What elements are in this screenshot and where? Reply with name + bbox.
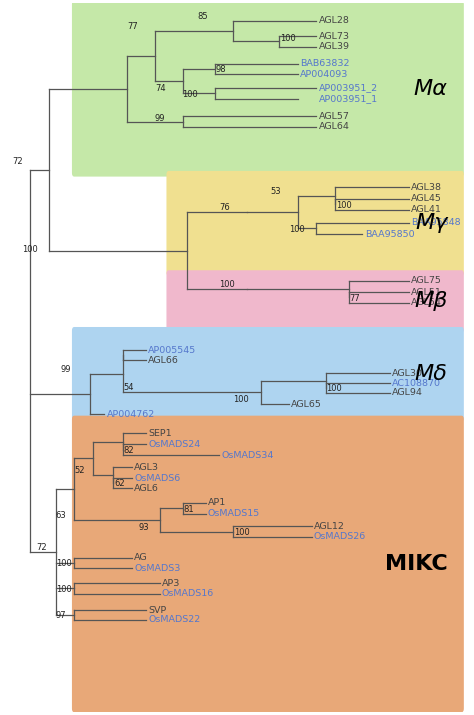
Text: AGL39: AGL39 bbox=[319, 42, 350, 51]
Text: AP005545: AP005545 bbox=[148, 346, 196, 355]
Text: AGL41: AGL41 bbox=[411, 205, 442, 214]
Text: 85: 85 bbox=[197, 11, 208, 21]
Text: 97: 97 bbox=[56, 611, 66, 620]
FancyBboxPatch shape bbox=[72, 415, 464, 712]
Text: BAB63832: BAB63832 bbox=[300, 59, 350, 69]
Text: OsMADS6: OsMADS6 bbox=[134, 473, 181, 483]
Text: AGL57: AGL57 bbox=[319, 112, 349, 121]
Text: 100: 100 bbox=[234, 528, 250, 537]
Text: AGL3: AGL3 bbox=[134, 463, 159, 472]
FancyBboxPatch shape bbox=[72, 327, 464, 421]
Text: 53: 53 bbox=[270, 187, 281, 196]
Text: AP003951_2: AP003951_2 bbox=[319, 84, 378, 92]
Text: AG: AG bbox=[134, 553, 148, 562]
FancyBboxPatch shape bbox=[166, 270, 464, 332]
Text: AGL66: AGL66 bbox=[148, 356, 179, 365]
Text: AGL38: AGL38 bbox=[411, 183, 442, 192]
Text: 72: 72 bbox=[36, 543, 46, 552]
Text: 100: 100 bbox=[56, 559, 72, 568]
Text: AP3: AP3 bbox=[162, 578, 180, 588]
Text: 62: 62 bbox=[114, 479, 125, 488]
Text: OsMADS22: OsMADS22 bbox=[148, 616, 200, 624]
Text: AGL64: AGL64 bbox=[319, 122, 349, 132]
Text: Mγ: Mγ bbox=[415, 213, 448, 233]
Text: 52: 52 bbox=[74, 466, 85, 475]
Text: Mβ: Mβ bbox=[414, 292, 448, 312]
Text: OsMADS24: OsMADS24 bbox=[148, 440, 200, 448]
Text: AGL65: AGL65 bbox=[291, 400, 322, 409]
Text: OsMADS15: OsMADS15 bbox=[208, 509, 260, 518]
Text: 98: 98 bbox=[216, 66, 227, 74]
Text: Mδ: Mδ bbox=[415, 364, 448, 384]
Text: AGL28: AGL28 bbox=[319, 16, 349, 25]
Text: AP1: AP1 bbox=[208, 498, 226, 508]
FancyBboxPatch shape bbox=[166, 171, 464, 276]
Text: OsMADS26: OsMADS26 bbox=[314, 533, 366, 541]
Text: OsMADS34: OsMADS34 bbox=[222, 451, 274, 460]
Text: 100: 100 bbox=[182, 89, 198, 99]
Text: 76: 76 bbox=[219, 203, 230, 212]
Text: AGL12: AGL12 bbox=[314, 522, 345, 531]
Text: 99: 99 bbox=[60, 365, 71, 374]
Text: 100: 100 bbox=[336, 201, 351, 210]
Text: 100: 100 bbox=[233, 395, 249, 404]
Text: 81: 81 bbox=[183, 505, 194, 513]
Text: 100: 100 bbox=[22, 245, 38, 254]
Text: 72: 72 bbox=[12, 157, 23, 166]
Text: 77: 77 bbox=[127, 22, 138, 31]
Text: 54: 54 bbox=[124, 383, 134, 393]
Text: 63: 63 bbox=[56, 511, 66, 520]
Text: SEP1: SEP1 bbox=[148, 429, 172, 438]
Text: BAA95848: BAA95848 bbox=[411, 218, 460, 227]
Text: AP004762: AP004762 bbox=[107, 410, 155, 419]
Text: AP004093: AP004093 bbox=[300, 70, 348, 79]
Text: 100: 100 bbox=[327, 384, 342, 393]
Text: AGL94: AGL94 bbox=[392, 388, 423, 398]
Text: AGL51: AGL51 bbox=[411, 287, 442, 297]
Text: AGL73: AGL73 bbox=[319, 31, 350, 41]
Text: 100: 100 bbox=[219, 280, 235, 289]
Text: AP003951_1: AP003951_1 bbox=[319, 94, 378, 103]
Text: 82: 82 bbox=[124, 446, 134, 455]
Text: 93: 93 bbox=[139, 523, 149, 532]
FancyBboxPatch shape bbox=[72, 1, 464, 177]
Text: MIKC: MIKC bbox=[385, 554, 448, 574]
Text: 100: 100 bbox=[56, 585, 72, 593]
Text: 100: 100 bbox=[289, 225, 304, 234]
Text: AC108870: AC108870 bbox=[392, 378, 441, 388]
Text: 100: 100 bbox=[280, 34, 296, 42]
Text: Mα: Mα bbox=[414, 79, 448, 99]
Text: OsMADS3: OsMADS3 bbox=[134, 563, 181, 573]
Text: AGL6: AGL6 bbox=[134, 483, 159, 493]
Text: AGL54: AGL54 bbox=[411, 298, 442, 307]
Text: 77: 77 bbox=[349, 294, 360, 303]
Text: AGL75: AGL75 bbox=[411, 277, 442, 285]
Text: 99: 99 bbox=[155, 114, 165, 124]
Text: AGL45: AGL45 bbox=[411, 194, 442, 203]
Text: OsMADS16: OsMADS16 bbox=[162, 589, 214, 598]
Text: AGL30: AGL30 bbox=[392, 369, 423, 378]
Text: BAA95850: BAA95850 bbox=[365, 230, 414, 239]
Text: SVP: SVP bbox=[148, 606, 166, 615]
Text: 74: 74 bbox=[155, 84, 165, 93]
